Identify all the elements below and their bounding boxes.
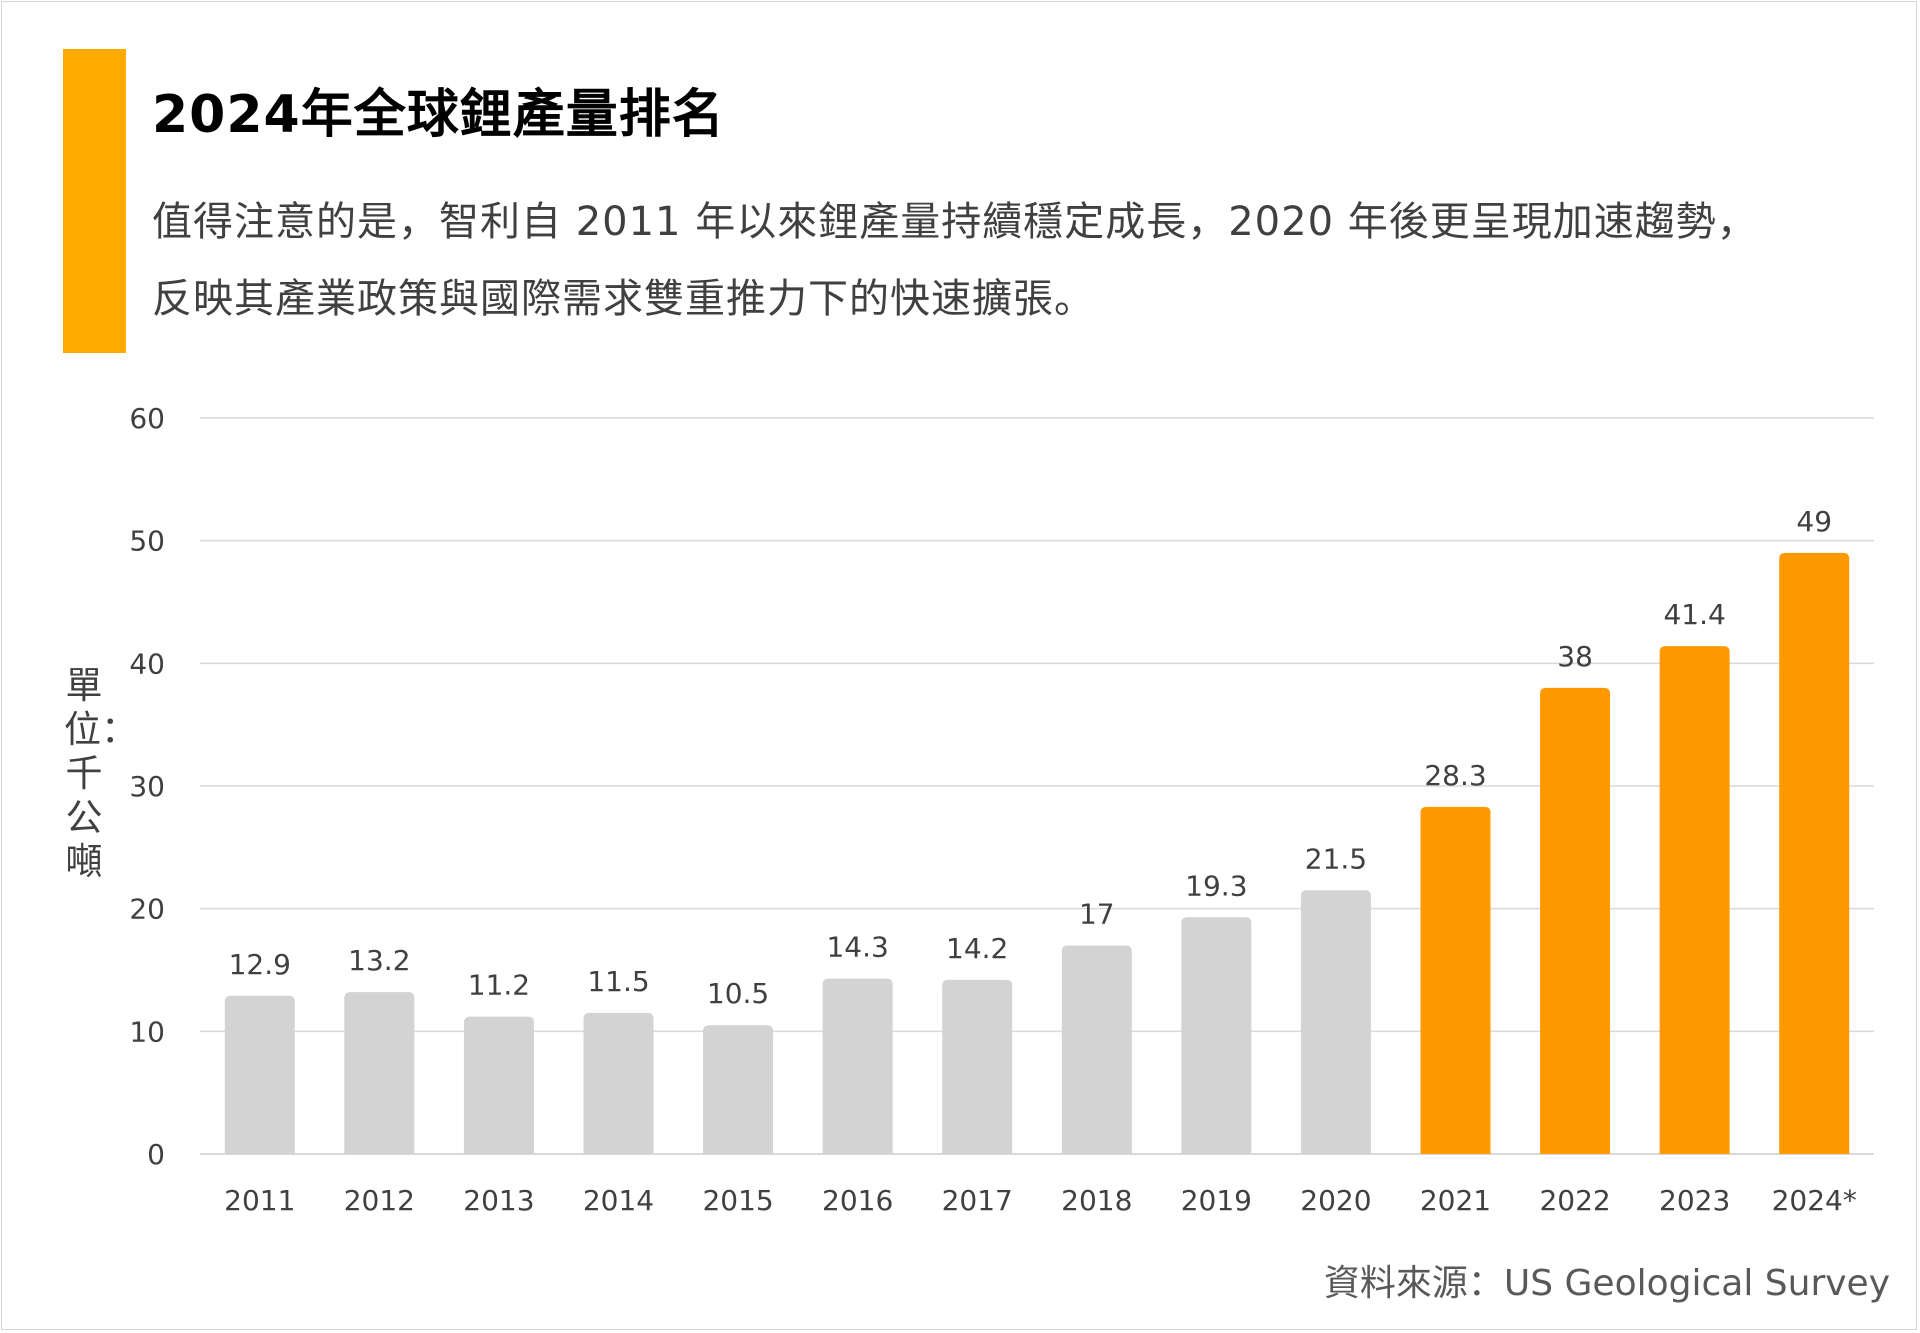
x-tick-label: 2019 <box>1181 1184 1252 1217</box>
bar-2021 <box>1420 806 1491 1154</box>
bar-2017 <box>942 979 1013 1154</box>
data-label: 28.3 <box>1424 759 1486 792</box>
x-tick-label: 2015 <box>702 1184 773 1217</box>
data-label: 49 <box>1796 505 1832 538</box>
bar-2012 <box>344 992 415 1154</box>
data-label: 11.5 <box>587 965 649 998</box>
bars <box>224 552 1850 1154</box>
bar-2022 <box>1540 687 1611 1154</box>
y-tick-label: 60 <box>129 402 165 435</box>
chart-title: 2024年全球鋰產量排名 <box>152 85 725 145</box>
x-tick-label: 2018 <box>1061 1184 1132 1217</box>
x-tick-label: 2021 <box>1420 1184 1491 1217</box>
data-label: 13.2 <box>348 944 410 977</box>
data-label: 21.5 <box>1305 842 1367 875</box>
x-tick-label: 2020 <box>1300 1184 1371 1217</box>
data-labels: 12.9 13.2 11.2 11.5 10.5 14.3 14.2 17 19.3 21.5 28… <box>229 505 1832 1010</box>
data-label: 38 <box>1557 640 1593 673</box>
data-label: 17 <box>1079 897 1115 930</box>
y-tick-label: 20 <box>129 893 165 926</box>
data-label: 19.3 <box>1185 869 1247 902</box>
title-accent-bar <box>63 49 126 353</box>
data-label: 12.9 <box>229 948 291 981</box>
bar-2023 <box>1659 646 1730 1154</box>
gridlines <box>200 417 1874 1155</box>
bar-2019 <box>1181 917 1252 1154</box>
bar-2015 <box>703 1025 774 1154</box>
y-tick-label: 0 <box>147 1138 165 1171</box>
bar-2016 <box>822 978 893 1154</box>
x-tick-label: 2024* <box>1772 1184 1857 1217</box>
y-tick-label: 10 <box>129 1015 165 1048</box>
source-note: 資料來源：US Geological Survey <box>1323 1263 1890 1304</box>
bar-2011 <box>224 995 295 1154</box>
x-tick-label: 2022 <box>1539 1184 1610 1217</box>
bar-2014 <box>583 1012 654 1154</box>
data-label: 14.2 <box>946 932 1008 965</box>
x-tick-label: 2017 <box>942 1184 1013 1217</box>
bar-2020 <box>1300 890 1371 1154</box>
x-tick-label: 2016 <box>822 1184 893 1217</box>
data-label: 10.5 <box>707 977 769 1010</box>
x-tick-label: 2011 <box>224 1184 295 1217</box>
bar-2013 <box>463 1016 534 1154</box>
x-tick-label: 2014 <box>583 1184 654 1217</box>
bar-2018 <box>1061 945 1132 1154</box>
y-axis-ticks: 0 10 20 30 40 50 60 <box>129 402 165 1171</box>
bar-2024* <box>1779 552 1850 1154</box>
x-axis-ticks: 2011 2012 2013 2014 2015 2016 2017 2018 2019 2020… <box>224 1184 1857 1217</box>
data-label: 11.2 <box>468 969 530 1002</box>
chart-subtitle: 值得注意的是，智利自 2011 年以來鋰產量持續穩定成長，2020 年後更呈現加… <box>152 199 1758 322</box>
data-label: 14.3 <box>826 931 888 964</box>
x-tick-label: 2013 <box>463 1184 534 1217</box>
y-tick-label: 50 <box>129 525 165 558</box>
x-tick-label: 2023 <box>1659 1184 1730 1217</box>
data-label: 41.4 <box>1663 598 1725 631</box>
y-tick-label: 40 <box>129 647 165 680</box>
y-tick-label: 30 <box>129 770 165 803</box>
x-tick-label: 2012 <box>344 1184 415 1217</box>
